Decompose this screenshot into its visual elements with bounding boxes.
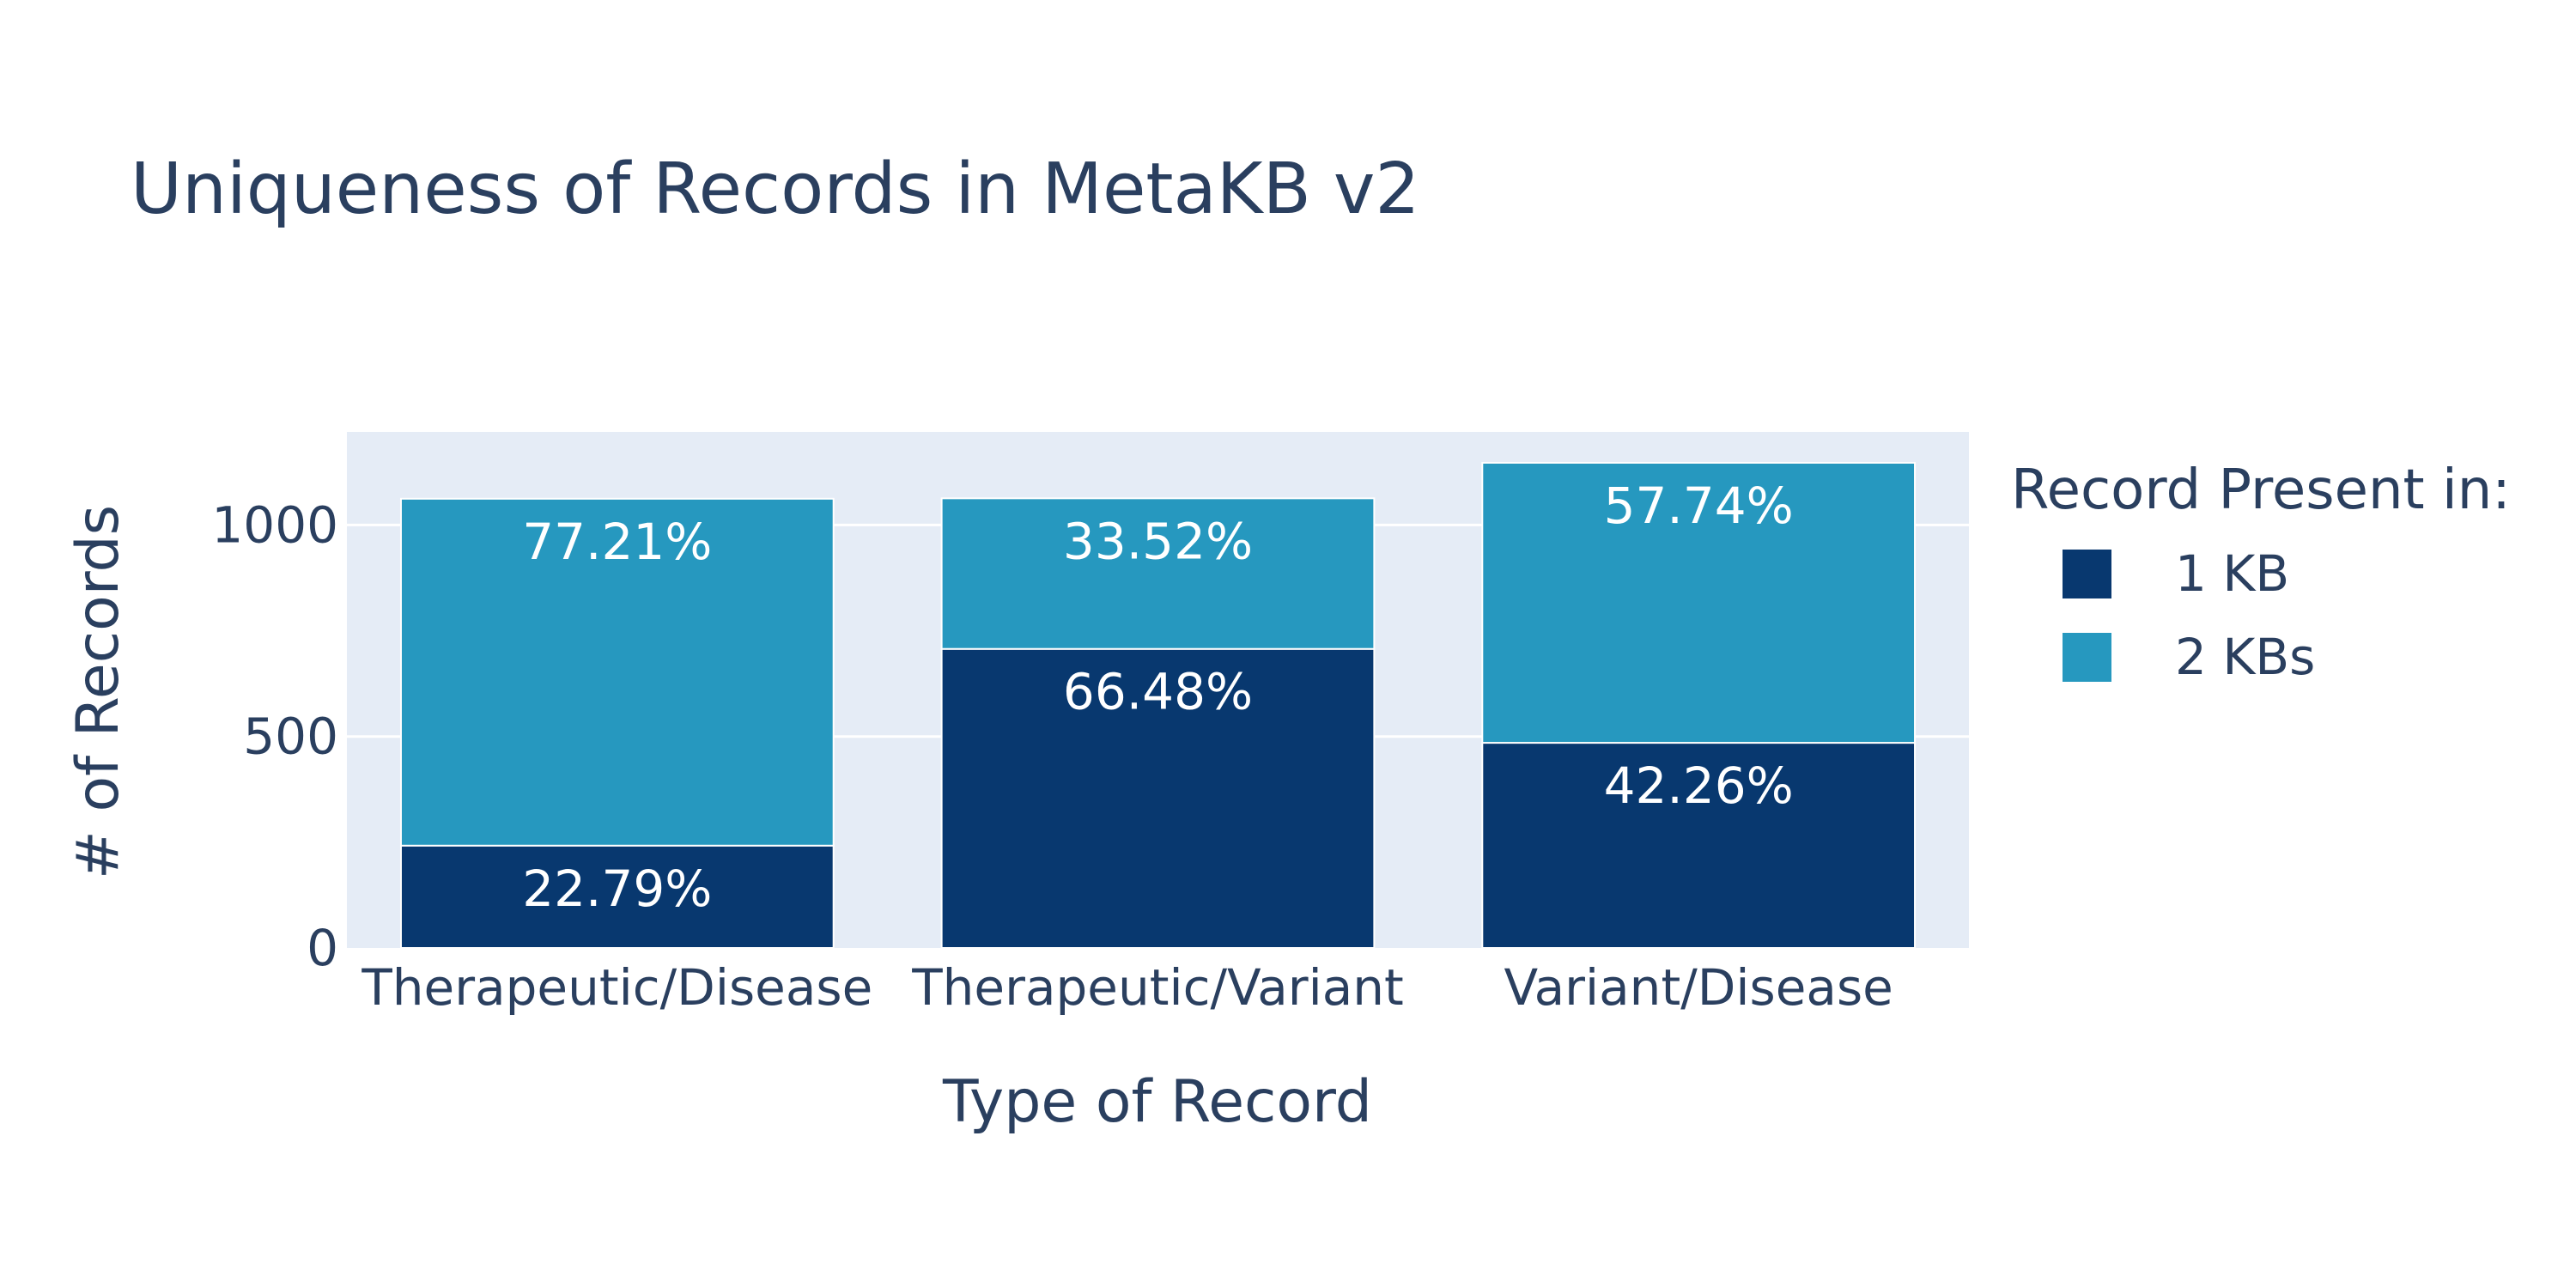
legend: Record Present in: 1 KB 2 KBs xyxy=(2011,459,2511,686)
bar-value-label: 33.52% xyxy=(1063,512,1253,570)
x-tick-label: Therapeutic/Disease xyxy=(361,958,872,1017)
bar-value-label: 57.74% xyxy=(1604,477,1794,535)
bar-segment xyxy=(940,647,1376,949)
y-tick-label: 0 xyxy=(307,919,338,977)
bar-segment xyxy=(940,497,1376,650)
y-axis-title: # of Records xyxy=(64,505,132,879)
legend-label: 2 KBs xyxy=(2175,628,2315,686)
legend-swatch xyxy=(2063,633,2111,682)
bars xyxy=(399,461,1917,950)
x-tick-label: Variant/Disease xyxy=(1504,958,1893,1017)
legend-swatch xyxy=(2063,550,2111,598)
x-tick-label: Therapeutic/Variant xyxy=(911,958,1404,1017)
bar-segment xyxy=(1481,742,1917,950)
legend-label: 1 KB xyxy=(2175,544,2289,603)
bar-value-label: 77.21% xyxy=(522,513,712,571)
chart-title: Uniqueness of Records in MetaKB v2 xyxy=(131,149,1420,230)
bar-segment xyxy=(399,497,835,847)
y-tick-label: 1000 xyxy=(211,495,338,554)
bar-value-label: 66.48% xyxy=(1063,663,1253,721)
x-axis-ticks: Therapeutic/Disease Therapeutic/Variant Va… xyxy=(361,958,1893,1017)
bar-segment xyxy=(1481,461,1917,744)
y-axis-ticks: 0 500 1000 xyxy=(211,495,338,977)
bar-value-label: 42.26% xyxy=(1604,756,1794,815)
bar-segment xyxy=(399,844,835,949)
legend-title: Record Present in: xyxy=(2011,459,2511,522)
bar-value-label: 22.79% xyxy=(522,860,712,918)
bar-labels: 22.79% 77.21% 66.48% 33.52% 42.26% 57.74% xyxy=(522,477,1793,918)
y-tick-label: 500 xyxy=(243,708,338,766)
x-axis-title: Type of Record xyxy=(942,1068,1372,1136)
